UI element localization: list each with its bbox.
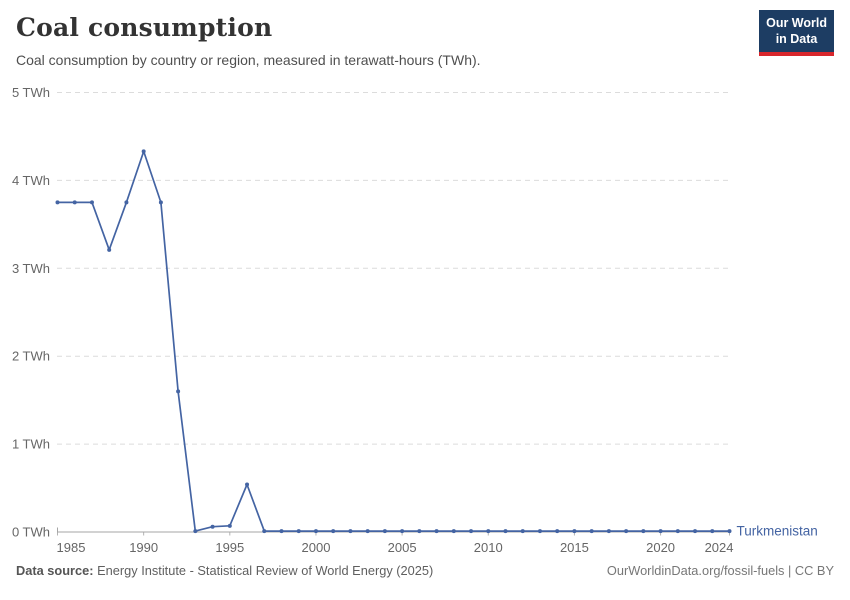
data-point-2017[interactable]	[606, 529, 611, 534]
data-point-2002[interactable]	[348, 529, 353, 534]
series-markers-turkmenistan[interactable]	[55, 149, 732, 534]
data-point-1985[interactable]	[55, 200, 60, 205]
data-point-2005[interactable]	[400, 529, 405, 534]
x-tick-label-2000: 2000	[302, 540, 331, 555]
y-tick-label-4twh: 4 TWh	[12, 173, 50, 188]
data-point-1990[interactable]	[141, 149, 146, 154]
x-tick-label-2024: 2024	[705, 540, 734, 555]
data-point-2008[interactable]	[451, 529, 456, 534]
data-point-2001[interactable]	[331, 529, 336, 534]
license-note: OurWorldinData.org/fossil-fuels | CC BY	[606, 563, 834, 578]
data-point-1989[interactable]	[124, 200, 129, 205]
x-tick-label-1995: 1995	[215, 540, 244, 555]
page-title: Coal consumption	[16, 13, 273, 42]
chart-header: Coal consumption Coal consumption by cou…	[16, 13, 750, 69]
data-point-2010[interactable]	[486, 529, 491, 534]
data-point-2020[interactable]	[658, 529, 663, 534]
page-subtitle: Coal consumption by country or region, m…	[16, 51, 481, 68]
data-point-2011[interactable]	[503, 529, 508, 534]
series-line-turkmenistan[interactable]	[56, 150, 731, 532]
data-point-2021[interactable]	[675, 529, 680, 534]
data-point-1988[interactable]	[107, 247, 112, 252]
y-tick-label-3twh: 3 TWh	[12, 261, 50, 276]
series-label-turkmenistan[interactable]: Turkmenistan	[737, 524, 818, 539]
y-tick-label-2twh: 2 TWh	[12, 349, 50, 364]
x-tick-label-2020: 2020	[646, 540, 675, 555]
data-point-1986[interactable]	[72, 200, 77, 205]
data-point-1991[interactable]	[158, 200, 163, 205]
data-point-1992[interactable]	[176, 389, 181, 394]
y-tick-label-1twh: 1 TWh	[12, 437, 50, 452]
data-point-2012[interactable]	[520, 529, 525, 534]
owid-logo-line2: in Data	[775, 32, 818, 47]
data-point-2003[interactable]	[365, 529, 370, 534]
data-point-1998[interactable]	[279, 529, 284, 534]
data-point-1987[interactable]	[89, 200, 94, 205]
data-point-1995[interactable]	[227, 523, 232, 528]
data-point-2022[interactable]	[693, 529, 698, 534]
data-point-2014[interactable]	[555, 529, 560, 534]
data-point-1999[interactable]	[296, 529, 301, 534]
data-point-2009[interactable]	[469, 529, 474, 534]
data-point-2000[interactable]	[313, 529, 318, 534]
data-point-2018[interactable]	[624, 529, 629, 534]
y-tick-label-5twh: 5 TWh	[12, 85, 50, 100]
chart-footer: Data source: Energy Institute - Statisti…	[16, 563, 834, 578]
y-tick-label-0twh: 0 TWh	[12, 525, 50, 540]
x-tick-label-2010: 2010	[474, 540, 503, 555]
owid-logo-line1: Our World	[766, 16, 827, 30]
data-point-2007[interactable]	[434, 529, 439, 534]
x-tick-label-2005: 2005	[388, 540, 417, 555]
data-source-label: Data source:	[16, 563, 94, 578]
data-point-2013[interactable]	[537, 529, 542, 534]
x-tick-label-2015: 2015	[560, 540, 589, 555]
x-tick-label-1990: 1990	[129, 540, 158, 555]
data-point-2024[interactable]	[727, 529, 732, 534]
data-point-2015[interactable]	[572, 529, 577, 534]
data-source-text: Energy Institute - Statistical Review of…	[97, 563, 434, 578]
data-point-1996[interactable]	[245, 482, 250, 487]
data-point-2004[interactable]	[382, 529, 387, 534]
data-point-2023[interactable]	[710, 529, 715, 534]
data-point-2016[interactable]	[589, 529, 594, 534]
data-point-2019[interactable]	[641, 529, 646, 534]
x-tick-label-1985: 1985	[57, 540, 86, 555]
data-point-1997[interactable]	[262, 529, 267, 534]
owid-logo: Our World in Data	[759, 10, 834, 56]
data-point-2006[interactable]	[417, 529, 422, 534]
data-point-1994[interactable]	[210, 524, 215, 529]
data-source-note: Data source: Energy Institute - Statisti…	[16, 563, 433, 578]
data-point-1993[interactable]	[193, 529, 198, 534]
